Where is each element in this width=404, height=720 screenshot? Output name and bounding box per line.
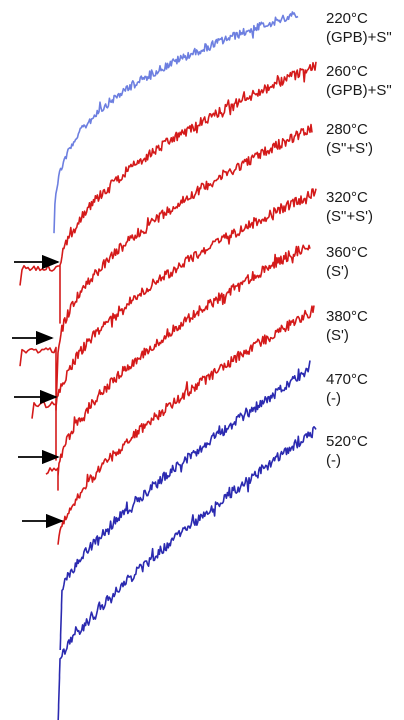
series-line-2 <box>19 123 313 411</box>
series-phase: (-) <box>326 452 341 469</box>
series-temperature: 220°C <box>326 10 368 27</box>
series-temperature: 260°C <box>326 63 368 80</box>
series-phase: (GPB)+S" <box>326 29 392 46</box>
series-phase: (-) <box>326 390 341 407</box>
series-label: 260°C (GPB)+S" <box>326 62 392 100</box>
series-label: 380°C (S') <box>326 307 368 345</box>
series-temperature: 470°C <box>326 371 368 388</box>
series-temperature: 520°C <box>326 433 368 450</box>
series-temperature: 320°C <box>326 189 368 206</box>
series-line-4 <box>45 244 311 491</box>
series-phase: (S') <box>326 327 349 344</box>
series-phase: (S"+S') <box>326 208 373 225</box>
series-temperature: 360°C <box>326 244 368 261</box>
series-label: 360°C (S') <box>326 243 368 281</box>
series-line-5 <box>57 305 315 545</box>
series-label: 220°C (GPB)+S" <box>326 9 392 47</box>
series-phase: (GPB)+S" <box>326 82 392 99</box>
series-label: 280°C (S"+S') <box>326 120 373 158</box>
series-line-1 <box>19 61 317 324</box>
series-phase: (S"+S') <box>326 140 373 157</box>
series-line-0 <box>53 11 299 234</box>
series-temperature: 280°C <box>326 121 368 138</box>
series-label: 320°C (S"+S') <box>326 188 373 226</box>
series-label: 470°C (-) <box>326 370 368 408</box>
series-line-6 <box>59 360 311 651</box>
series-temperature: 380°C <box>326 308 368 325</box>
series-line-3 <box>31 188 317 461</box>
curves-group <box>19 11 317 720</box>
series-phase: (S') <box>326 263 349 280</box>
arrows-group <box>12 254 64 529</box>
series-line-7 <box>57 426 317 720</box>
series-label: 520°C (-) <box>326 432 368 470</box>
